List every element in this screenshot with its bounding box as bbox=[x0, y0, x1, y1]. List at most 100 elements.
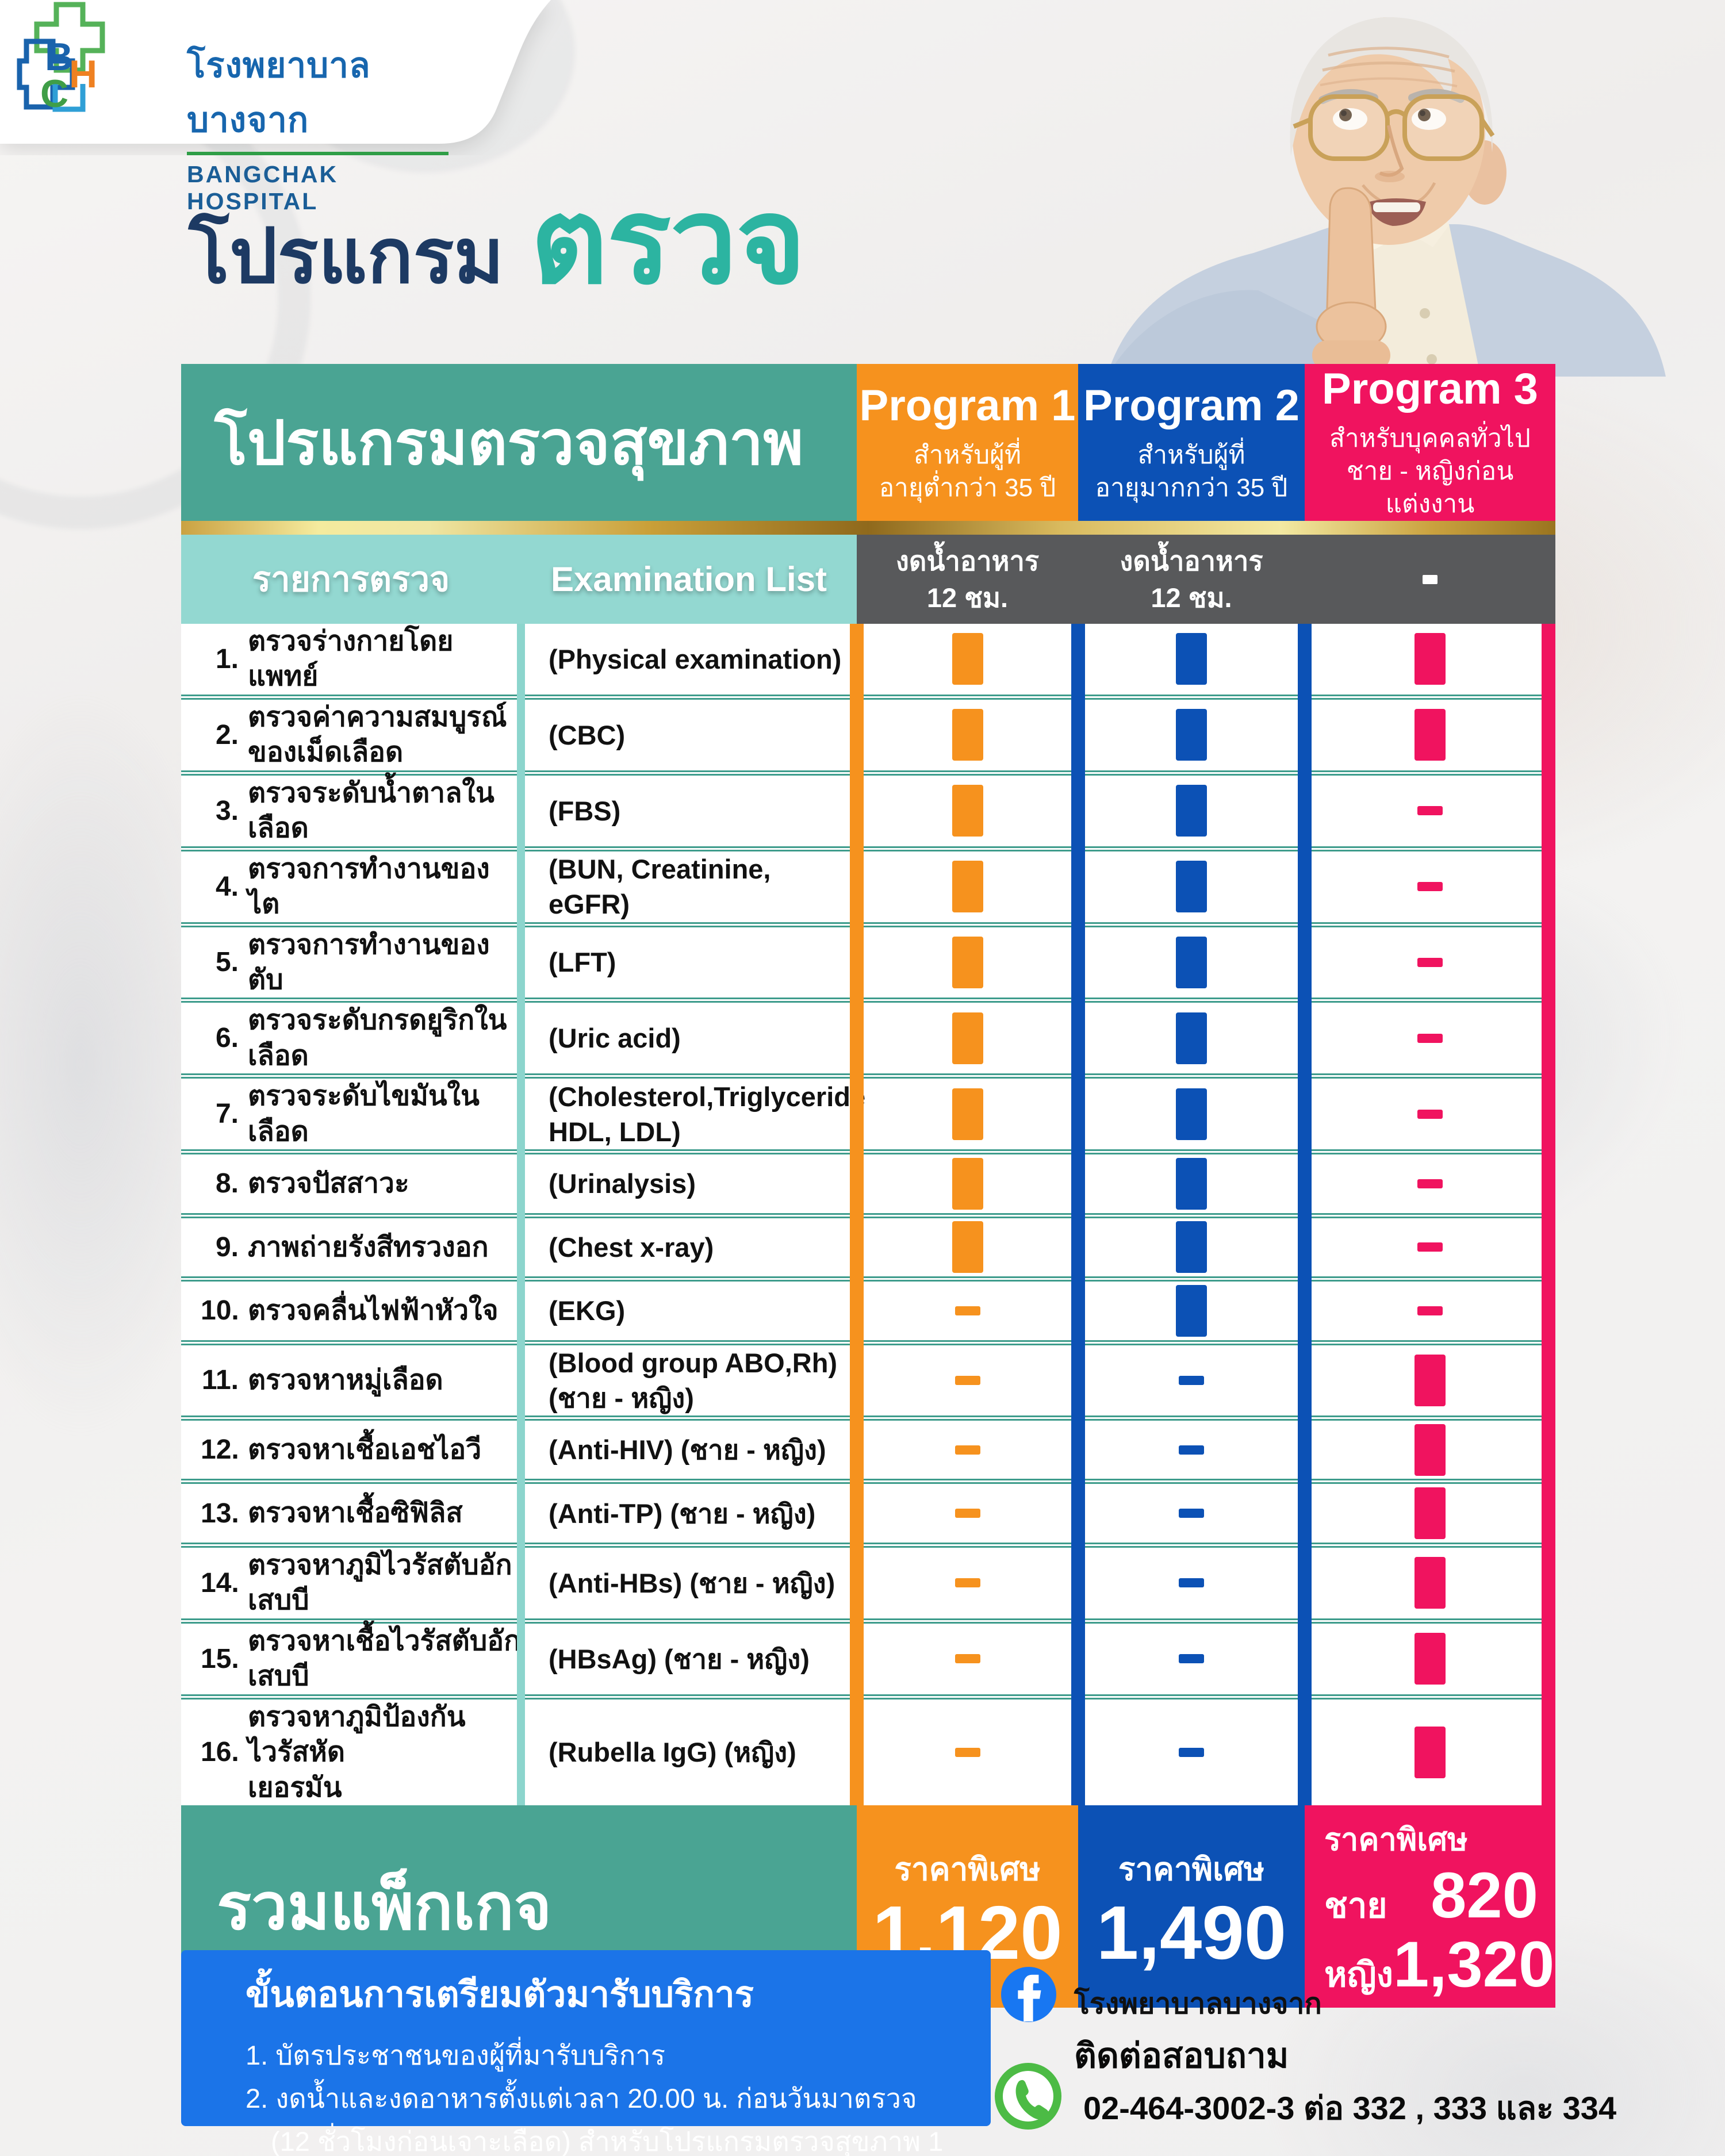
hospital-name-english: BANGCHAK HOSPITAL bbox=[187, 161, 339, 214]
row-number: 6. bbox=[215, 1023, 239, 1054]
examination-row: 4. ตรวจการทำงานของไต (BUN, Creatinine, e… bbox=[181, 846, 1555, 922]
included-mark bbox=[952, 1221, 983, 1273]
included-mark bbox=[1414, 1424, 1446, 1476]
program-1-fasting-note: งดน้ำอาหาร 12 ชม. bbox=[857, 535, 1078, 624]
examination-row: 15. ตรวจหาเชื้อไวรัสตับอักเสบบี (HBsAg) … bbox=[181, 1618, 1555, 1694]
not-included-mark bbox=[1417, 1179, 1443, 1188]
package-price-row: รวมแพ็กเกจ ราคาพิเศษ 1,120 ราคาพิเศษ 1,4… bbox=[181, 1805, 1555, 2008]
row-number: 4. bbox=[215, 871, 239, 902]
program-table: โปรแกรมตรวจสุขภาพ Program 1 สำหรับผู้ที่… bbox=[181, 364, 1555, 2008]
not-included-mark bbox=[1417, 1242, 1443, 1252]
program-1-mark-cell bbox=[857, 776, 1078, 846]
female-price-label: หญิง bbox=[1324, 1955, 1393, 1994]
program-2-mark-cell bbox=[1078, 927, 1305, 998]
row-number: 12. bbox=[201, 1434, 239, 1466]
program-3-mark-cell bbox=[1305, 1421, 1555, 1479]
examination-row: 2. ตรวจค่าความสมบูรณ์ ของเม็ดเลือด (CBC) bbox=[181, 694, 1555, 770]
examination-row: 6. ตรวจระดับกรดยูริกในเลือด (Uric acid) bbox=[181, 998, 1555, 1074]
program-1-mark-cell bbox=[857, 1700, 1078, 1805]
included-mark bbox=[1176, 1012, 1207, 1064]
program-2-mark-cell bbox=[1078, 1079, 1305, 1149]
not-included-mark bbox=[954, 1375, 980, 1385]
examination-row: 3. ตรวจระดับน้ำตาลในเลือด (FBS) bbox=[181, 770, 1555, 846]
not-included-mark bbox=[1179, 1509, 1204, 1518]
contact-label: ติดต่อสอบถาม bbox=[1074, 2036, 1289, 2075]
examination-name-english: (Chest x-ray) bbox=[549, 1232, 714, 1263]
hospital-name-thai: โรงพยาบาลบางจาก bbox=[187, 46, 371, 139]
examination-name-thai: ตรวจระดับกรดยูริกในเลือด bbox=[248, 1005, 507, 1071]
row-number: 2. bbox=[215, 719, 239, 750]
examination-name-english: (Rubella IgG) (หญิง) bbox=[549, 1737, 796, 1768]
not-included-mark bbox=[1179, 1578, 1204, 1588]
examination-name-english: (CBC) bbox=[549, 719, 626, 750]
examination-name-english: (HBsAg) (ชาย - หญิง) bbox=[549, 1643, 810, 1674]
examination-name-english: (FBS) bbox=[549, 795, 621, 826]
included-mark bbox=[952, 785, 983, 837]
bch-cross-logo-icon: B C H bbox=[17, 2, 105, 116]
examination-name-thai: ตรวจหาหมู่เลือด bbox=[248, 1365, 443, 1396]
included-mark bbox=[1414, 633, 1446, 685]
program-3-mark-cell bbox=[1305, 1282, 1555, 1340]
table-body: 1. ตรวจร่างกายโดยแพทย์ (Physical examina… bbox=[181, 624, 1555, 1806]
step-1: 1. บัตรประชาชนของผู้ที่มารับบริการ bbox=[246, 2040, 665, 2070]
program-2-mark-cell bbox=[1078, 1624, 1305, 1694]
row-number: 5. bbox=[215, 947, 239, 978]
included-mark bbox=[1176, 1157, 1207, 1210]
facebook-page-name: โรงพยาบาลบางจาก bbox=[1074, 1988, 1322, 2020]
program-2-left-border-line bbox=[1071, 624, 1085, 1805]
title-prefix: โปรแกรม bbox=[189, 214, 504, 298]
program-2-mark-cell bbox=[1078, 1700, 1305, 1805]
row-number: 8. bbox=[215, 1168, 239, 1199]
not-included-mark bbox=[954, 1445, 980, 1455]
examination-name-thai: ภาพถ่ายรังสีทรวงอก bbox=[248, 1232, 489, 1263]
program-2-price: ราคาพิเศษ 1,490 bbox=[1078, 1805, 1305, 2008]
included-mark bbox=[1176, 1284, 1207, 1337]
not-included-mark bbox=[954, 1578, 980, 1588]
program-1-mark-cell bbox=[857, 1548, 1078, 1618]
row-number: 3. bbox=[215, 795, 239, 826]
row-number: 15. bbox=[201, 1643, 239, 1674]
program-1-mark-cell bbox=[857, 1003, 1078, 1073]
included-mark bbox=[1414, 1487, 1446, 1540]
program-3-mark-cell bbox=[1305, 1003, 1555, 1073]
program-1-mark-cell bbox=[857, 700, 1078, 770]
examination-row: 9. ภาพถ่ายรังสีทรวงอก (Chest x-ray) bbox=[181, 1213, 1555, 1277]
examination-name-english: (EKG) bbox=[549, 1295, 626, 1326]
not-included-mark bbox=[1179, 1375, 1204, 1385]
examination-name-thai: ตรวจหาเชื้อซิฟิลิส bbox=[248, 1498, 463, 1529]
included-mark bbox=[1414, 1354, 1446, 1406]
row-number: 7. bbox=[215, 1099, 239, 1130]
female-price: 1,320 bbox=[1393, 1928, 1555, 2000]
not-included-mark bbox=[1417, 882, 1443, 892]
row-number: 16. bbox=[201, 1737, 239, 1768]
examination-name-english: (Urinalysis) bbox=[549, 1168, 696, 1199]
program-3-border-line bbox=[1542, 624, 1555, 1805]
not-included-mark bbox=[1417, 957, 1443, 967]
table-title-cell: โปรแกรมตรวจสุขภาพ bbox=[181, 364, 857, 521]
examination-name-thai: ตรวจปัสสาวะ bbox=[248, 1168, 409, 1199]
program-1-mark-cell bbox=[857, 927, 1078, 998]
program-3-mark-cell bbox=[1305, 1624, 1555, 1694]
not-included-mark bbox=[1417, 1306, 1443, 1315]
not-included-mark bbox=[954, 1654, 980, 1664]
examination-row: 5. ตรวจการทำงานของตับ (LFT) bbox=[181, 922, 1555, 998]
elderly-man-photo bbox=[1107, 17, 1666, 377]
examination-name-english: (Anti-HIV) (ชาย - หญิง) bbox=[549, 1434, 826, 1466]
no-fasting-dash bbox=[1423, 574, 1438, 584]
included-mark bbox=[1176, 861, 1207, 913]
included-mark bbox=[1414, 709, 1446, 761]
program-1-mark-cell bbox=[857, 1079, 1078, 1149]
program-1-mark-cell bbox=[857, 1154, 1078, 1213]
program-1-mark-cell bbox=[857, 1218, 1078, 1277]
program-3-price: ราคาพิเศษ ชาย 820 หญิง 1,320 bbox=[1305, 1805, 1555, 2008]
included-mark bbox=[1176, 936, 1207, 988]
not-included-mark bbox=[1179, 1654, 1204, 1664]
row-number: 10. bbox=[201, 1295, 239, 1326]
included-mark bbox=[1176, 1221, 1207, 1273]
program-3-fasting-note bbox=[1305, 535, 1555, 624]
examination-name-english: (LFT) bbox=[549, 947, 616, 978]
not-included-mark bbox=[1417, 1033, 1443, 1043]
male-price-label: ชาย bbox=[1324, 1886, 1387, 1925]
program-3-mark-cell bbox=[1305, 1218, 1555, 1277]
